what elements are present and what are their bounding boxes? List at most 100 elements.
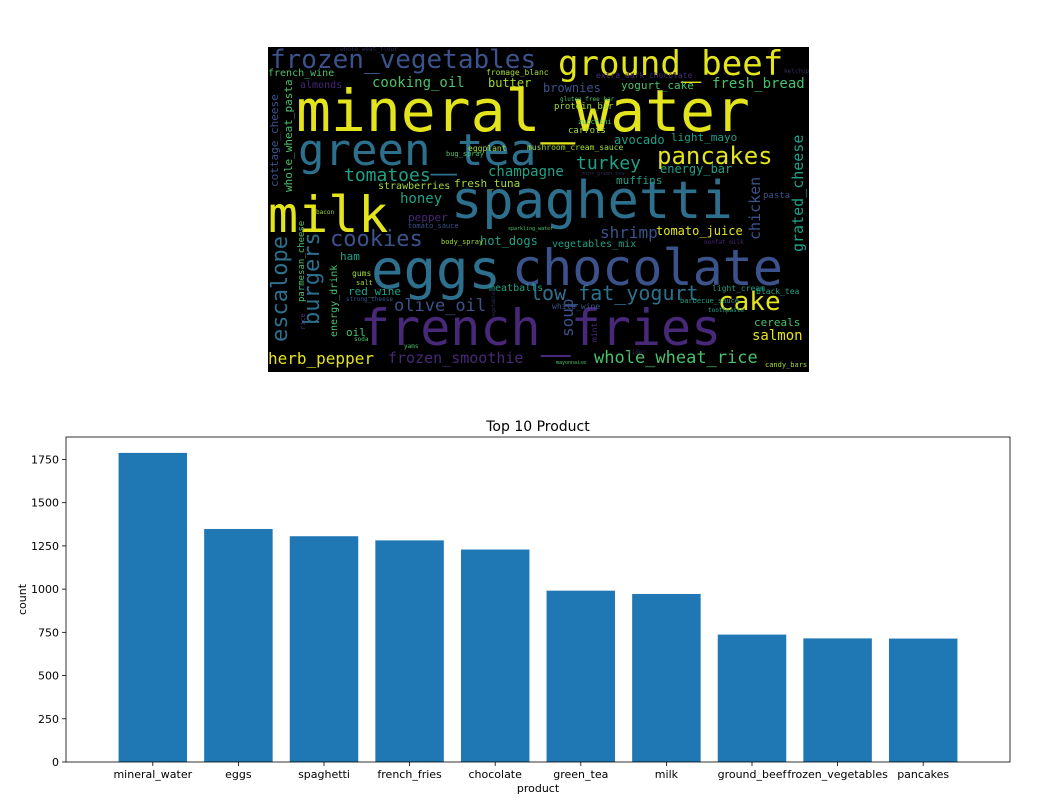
word-vegetables-mix: vegetables_mix [552, 239, 637, 250]
bar-ground-beef [717, 634, 787, 762]
word-salt: salt [356, 279, 373, 287]
word-mint-green-tea: mint_green_tea [582, 171, 625, 177]
word-body-spray: body_spray [441, 238, 484, 246]
bar-pancakes [888, 638, 958, 762]
word-green-tea: green_tea [298, 125, 537, 176]
word-protein-bar: protein_bar [554, 102, 614, 112]
word-bacon: bacon [316, 209, 335, 216]
word-herb-pepper: herb_pepper [268, 349, 374, 368]
word-tomato-sauce: tomato_sauce [408, 222, 459, 230]
x-tick-label: chocolate [468, 768, 522, 781]
word-ham: ham [340, 250, 360, 263]
x-tick-label: ground_beef [718, 768, 788, 781]
word-muffins: muffins [616, 174, 663, 187]
y-tick-label: 0 [52, 756, 59, 769]
word-toothpaste: toothpaste [708, 307, 745, 314]
word-olive-oil: olive_oil [394, 296, 487, 316]
word-champagne: champagne [488, 164, 564, 180]
bar-mineral-water [118, 452, 188, 762]
word-cloud: mineral_water green_tea spaghetti eggs choco… [268, 47, 809, 372]
word-soda: soda [354, 336, 369, 343]
word-barbecue-sauce: barbecue_sauce [680, 297, 740, 305]
word-tomatoes: tomatoes [344, 165, 431, 186]
word-carrots: carrots [568, 126, 606, 136]
word-cottage-cheese: cottage_cheese [268, 94, 281, 187]
y-tick-label: 500 [38, 670, 59, 683]
word-brownies: brownies [543, 81, 601, 95]
x-tick-label: eggs [225, 768, 252, 781]
bar-eggs [204, 528, 273, 762]
bar-milk [632, 593, 701, 762]
y-tick-label: 250 [38, 713, 59, 726]
word-sparkling-water: sparkling_water [508, 226, 554, 232]
word-mayonnaise: mayonnaise [556, 360, 587, 366]
bar-chocolate [460, 549, 530, 762]
word-cookies: cookies [330, 227, 423, 252]
word-frozen-vegetables: frozen_vegetables [270, 47, 537, 75]
word-chocolate: chocolate [512, 239, 783, 297]
word-whole-weat-flour: whole_weat_flour [340, 47, 398, 53]
word-french-wine: french_wine [268, 68, 335, 79]
x-tick-label: milk [655, 768, 679, 781]
word-whole-wheat-rice: whole_wheat_rice [594, 348, 758, 368]
word-yams: yams [404, 343, 419, 350]
x-tick-label: green_tea [553, 768, 608, 781]
word-french-fries: french_fries [360, 299, 722, 357]
word-gluten-free-bar: gluten_free_bar [560, 96, 615, 103]
y-axis-label: count [16, 583, 29, 615]
word-whole-wheat-pasta: whole_wheat_pasta [282, 79, 295, 192]
word-mineral-water: mineral_water [296, 77, 750, 145]
word-bug-spray: bug_spray [446, 150, 484, 158]
x-tick-label: frozen_vegetables [787, 768, 888, 781]
plot-frame [65, 436, 1011, 763]
word-chicken: chicken [746, 176, 764, 240]
word-strong-cheese: strong_cheese [346, 296, 393, 303]
x-tick-label: french_fries [377, 768, 442, 781]
word-fromage-blanc: fromage_blanc [486, 68, 549, 77]
plot-area: 0 250 500 750 1000 1250 1500 1750 mineral_water e… [31, 452, 958, 781]
word-shrimp: shrimp [600, 223, 658, 242]
y-tick-label: 750 [38, 626, 59, 639]
word-pancakes: pancakes [657, 142, 773, 170]
word-tomato-juice: tomato_juice [656, 224, 743, 238]
word-escalope: escalope [268, 236, 293, 342]
word-oil: oil [346, 326, 366, 339]
x-axis-label: product [517, 782, 560, 795]
word-honey: honey [400, 191, 443, 207]
word-zucchini: zucchini [578, 118, 612, 126]
word-avocado: avocado [614, 133, 665, 147]
word-candy-bars: candy_bars [765, 361, 808, 369]
bar-chart: Top 10 Product 0 250 500 750 1000 1250 1500 175… [16, 419, 1011, 795]
word-pepper: pepper [408, 211, 448, 224]
word-frozen-smoothie: frozen_smoothie [388, 349, 524, 367]
word-hot-dogs: hot_dogs [480, 234, 538, 248]
word-nonfat-milk: nonfat_milk [704, 239, 744, 246]
word-eggplant: eggplant [468, 144, 507, 153]
chart-title: Top 10 Product [485, 419, 590, 435]
word-salmon: salmon [752, 328, 803, 344]
word-almonds: almonds [300, 80, 343, 91]
word-cereals: cereals [754, 316, 801, 329]
bar-green-tea [546, 590, 616, 762]
word-mint: mint [590, 322, 599, 342]
word-light-mayo: light_mayo [671, 131, 738, 144]
bar-spaghetti [289, 536, 359, 762]
word-meatballs: meatballs [489, 283, 544, 294]
word-butter: butter [488, 76, 532, 90]
x-tick-label: mineral_water [113, 768, 192, 781]
word-cake: cake [718, 287, 781, 317]
word-milk: milk [268, 186, 389, 244]
word-extra-dark-chocolate: extra_dark_chocolate [596, 71, 693, 80]
word-yogurt-cake: yogurt_cake [621, 79, 694, 92]
x-tick-label: pancakes [897, 768, 949, 781]
word-energy-drink: energy_drink [329, 264, 340, 337]
word-fresh-tuna: fresh_tuna [454, 177, 521, 190]
word-cooking-oil: cooking_oil [372, 75, 465, 91]
word-vegetables: vegetables [491, 288, 497, 319]
word-gums: gums [352, 269, 372, 278]
word-red-wine: red_wine [348, 285, 401, 298]
word-ground-beef: ground_beef [558, 47, 784, 84]
bar-frozen-vegetables [803, 638, 872, 762]
word-rice: rice [299, 313, 307, 330]
word-turkey: turkey [576, 153, 642, 174]
